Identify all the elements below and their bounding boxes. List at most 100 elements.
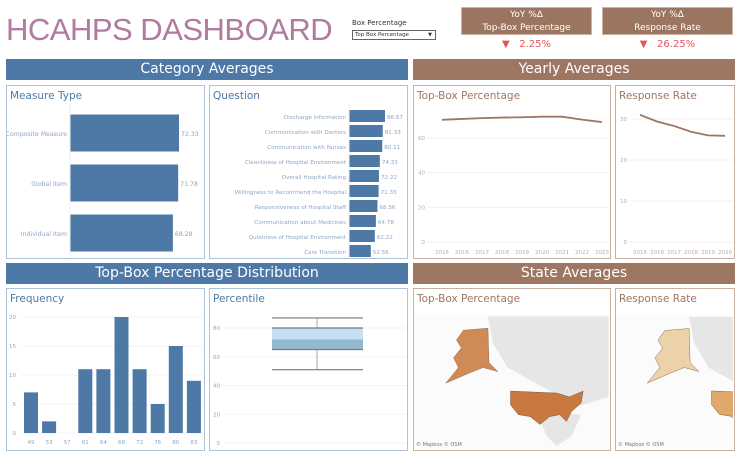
kpi-line2: Response Rate <box>634 23 701 33</box>
x-tick-label: 2019 <box>701 250 715 256</box>
x-tick-label: 61 <box>82 440 89 446</box>
section-distribution: Top-Box Percentage Distribution <box>6 263 408 284</box>
data-label: 72.22 <box>381 175 397 181</box>
alaska-shape <box>647 328 700 384</box>
data-label: 72.33 <box>181 131 199 138</box>
box-percentage-label: Box Percentage <box>352 19 407 27</box>
x-tick-label: 2015 <box>435 250 449 256</box>
data-label: 86.67 <box>387 115 403 121</box>
y-tick-label: 0 <box>13 431 17 437</box>
percentile-chart: 0 20 40 60 80 <box>213 317 406 447</box>
category-label: Care Transition <box>304 250 346 256</box>
box-upper <box>272 328 363 340</box>
map-credit: © Mapbox © OSM <box>416 442 462 448</box>
bar <box>349 215 376 227</box>
panel-title: Response Rate <box>619 293 697 305</box>
panel-title: Measure Type <box>10 90 83 102</box>
bar <box>349 170 379 182</box>
kpi-value: 2.25% <box>519 39 552 50</box>
data-label: 80.11 <box>384 145 400 151</box>
x-tick-label: 72 <box>136 440 143 446</box>
x-tick-label: 53 <box>46 440 53 446</box>
frequency-chart: 0 5 10 15 20 49 53 57 61 64 68 72 76 80 83 <box>9 315 203 446</box>
category-label: Global Item <box>31 181 67 188</box>
down-triangle-icon: ▼ <box>501 39 510 50</box>
panel-question: Question Discharge Information 86.67 Commun… <box>209 85 408 259</box>
panel-state-topbox: Top-Box Percentage © Mapbox © OSM <box>413 288 611 451</box>
section-category-averages: Category Averages <box>6 59 408 80</box>
kpi-line1: YoY %Δ <box>510 10 543 20</box>
land-canada <box>487 316 609 407</box>
x-tick-label: 2016 <box>455 250 469 256</box>
measure-type-chart: Composite Measure 72.33 Global Item 71.78 In… <box>7 104 199 258</box>
bar <box>186 380 201 433</box>
x-tick-label: 2015 <box>633 250 647 256</box>
bar <box>349 155 380 167</box>
question-chart: Discharge Information 86.67 Communication … <box>235 104 403 258</box>
x-tick-label: 2017 <box>475 250 489 256</box>
panel-title: Frequency <box>10 293 65 305</box>
bar <box>70 114 180 152</box>
page-title: HCAHPS DASHBOARD <box>6 12 333 47</box>
kpi-topbox-header: YoY %Δ Top-Box Percentage <box>461 7 592 35</box>
x-tick-label: 2018 <box>684 250 698 256</box>
y-tick-label: 60 <box>213 355 220 361</box>
panel-title: Question <box>213 90 260 102</box>
y-tick-label: 20 <box>620 158 627 164</box>
land-mexico <box>537 411 582 447</box>
x-tick-label: 68 <box>118 440 125 446</box>
bar <box>78 369 93 433</box>
x-tick-label: 2023 <box>595 250 609 256</box>
y-tick-label: 40 <box>418 171 425 177</box>
bar <box>96 369 111 433</box>
y-tick-label: 80 <box>213 326 220 332</box>
data-label: 81.33 <box>385 130 401 136</box>
state-topbox-map[interactable] <box>414 289 609 449</box>
series-line <box>441 115 603 123</box>
x-tick-label: 64 <box>100 440 107 446</box>
box-percentage-select[interactable]: Top Box Percentage ▼ <box>352 30 436 40</box>
kpi-response-value: ▼ 26.25% <box>602 39 733 50</box>
y-tick-label: 15 <box>9 344 16 350</box>
data-label: 71.78 <box>180 181 198 188</box>
y-tick-label: 0 <box>217 441 221 447</box>
data-label: 52.56 <box>373 250 389 256</box>
data-label: 68.56 <box>379 205 395 211</box>
panel-title: Top-Box Percentage <box>417 293 521 305</box>
y-tick-label: 10 <box>620 199 627 205</box>
x-tick-label: 83 <box>190 440 197 446</box>
bar <box>132 369 147 433</box>
y-tick-label: 0 <box>422 240 426 246</box>
category-label: Responsiveness of Hospital Staff <box>255 205 346 211</box>
yearly-topbox-chart: 0 20 40 60 2015 2016 2017 2018 2019 2020 2021 2022 2… <box>418 115 609 256</box>
panel-percentile: Percentile 0 20 40 60 80 <box>209 288 408 451</box>
x-tick-label: 2017 <box>667 250 681 256</box>
state-response-map[interactable] <box>616 289 734 449</box>
x-tick-label: 2016 <box>650 250 664 256</box>
data-label: 64.78 <box>378 220 394 226</box>
y-tick-label: 20 <box>418 205 425 211</box>
category-label: Communication with Nurses <box>267 145 346 151</box>
y-tick-label: 20 <box>213 412 220 418</box>
x-tick-label: 2019 <box>515 250 529 256</box>
y-tick-label: 10 <box>9 373 16 379</box>
y-tick-label: 40 <box>213 384 220 390</box>
category-label: Communication about Medicines <box>254 220 346 226</box>
series-line <box>639 114 726 137</box>
data-label: 74.33 <box>382 160 398 166</box>
bar <box>349 245 371 257</box>
data-label: 62.22 <box>377 235 393 241</box>
category-label: Overall Hospital Rating <box>282 175 347 181</box>
panel-measure-type: Measure Type Composite Measure 72.33 Global… <box>6 85 205 259</box>
bar <box>349 185 379 197</box>
panel-title: Percentile <box>213 293 265 305</box>
x-tick-label: 57 <box>64 440 71 446</box>
y-tick-label: 60 <box>418 136 425 142</box>
chevron-down-icon: ▼ <box>428 32 432 38</box>
alaska-shape <box>445 327 499 384</box>
x-tick-label: 2022 <box>575 250 589 256</box>
kpi-line1: YoY %Δ <box>651 10 684 20</box>
section-state-averages: State Averages <box>413 263 735 284</box>
category-label: Cleanliness of Hospital Environment <box>245 160 347 166</box>
category-label: Communication with Doctors <box>265 130 346 136</box>
